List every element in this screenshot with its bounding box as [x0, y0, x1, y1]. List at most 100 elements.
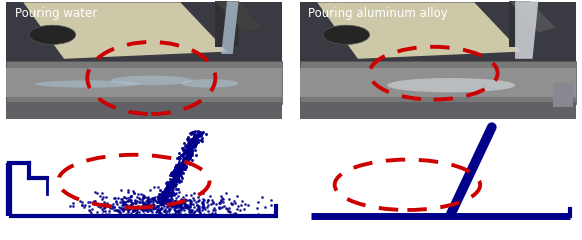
Point	[188, 137, 197, 141]
Point	[167, 188, 176, 192]
Point	[168, 173, 178, 177]
Point	[184, 150, 193, 154]
Point	[172, 175, 182, 179]
Point	[167, 205, 176, 209]
Point	[165, 190, 174, 194]
Point	[112, 208, 122, 212]
Point	[181, 204, 190, 208]
Point	[139, 206, 148, 210]
Point	[176, 153, 186, 156]
Point	[130, 208, 140, 212]
Point	[179, 163, 189, 167]
Point	[87, 207, 97, 210]
Point	[169, 183, 179, 187]
Point	[155, 208, 165, 211]
Point	[143, 196, 152, 200]
Point	[112, 200, 121, 204]
Point	[187, 131, 196, 134]
Point	[231, 201, 240, 204]
Point	[159, 189, 168, 192]
Point	[216, 198, 225, 202]
Point	[184, 142, 194, 146]
Point	[141, 202, 151, 206]
Point	[181, 148, 190, 152]
Point	[143, 202, 152, 206]
Point	[125, 207, 134, 211]
Point	[129, 191, 139, 195]
Point	[180, 160, 189, 164]
Point	[253, 212, 262, 216]
Point	[197, 201, 207, 204]
Point	[180, 212, 189, 216]
Point	[183, 147, 193, 151]
Point	[208, 211, 217, 215]
Point	[127, 201, 136, 205]
Point	[174, 166, 183, 170]
Point	[118, 203, 127, 207]
Point	[157, 202, 166, 205]
Point	[186, 203, 196, 206]
Point	[178, 163, 187, 167]
Point	[159, 214, 168, 218]
Point	[99, 209, 108, 213]
Point	[185, 214, 194, 218]
Point	[205, 194, 215, 198]
Point	[176, 202, 186, 206]
Point	[153, 204, 162, 208]
Point	[156, 197, 165, 201]
Point	[144, 201, 153, 205]
Point	[198, 200, 208, 204]
Point	[154, 209, 164, 213]
Point	[120, 202, 129, 206]
Point	[98, 202, 107, 206]
Point	[137, 207, 146, 211]
Point	[158, 193, 168, 197]
Point	[190, 135, 200, 139]
Point	[215, 206, 225, 210]
Point	[179, 146, 188, 150]
Point	[182, 161, 191, 165]
Point	[173, 168, 182, 171]
Point	[184, 152, 193, 156]
Point	[174, 155, 183, 159]
Point	[189, 205, 198, 209]
Point	[178, 171, 187, 174]
Point	[174, 174, 183, 178]
Point	[187, 148, 196, 152]
Point	[187, 208, 197, 211]
Point	[164, 190, 173, 194]
Point	[99, 205, 108, 209]
Point	[173, 209, 183, 212]
Point	[173, 203, 182, 207]
Point	[134, 200, 143, 204]
Point	[157, 193, 166, 197]
Point	[152, 199, 161, 203]
Point	[202, 214, 211, 218]
Point	[145, 200, 154, 204]
Point	[166, 182, 175, 186]
Point	[160, 187, 169, 191]
Point	[144, 197, 154, 200]
Point	[192, 208, 201, 212]
Point	[161, 193, 170, 197]
Point	[98, 207, 107, 211]
Point	[155, 203, 164, 206]
Point	[176, 204, 186, 208]
Point	[171, 170, 180, 174]
Point	[170, 168, 179, 172]
Point	[185, 202, 194, 206]
Point	[173, 171, 183, 174]
Point	[166, 191, 175, 195]
Point	[216, 199, 225, 203]
Point	[163, 187, 172, 191]
Point	[181, 160, 190, 164]
Point	[175, 157, 184, 161]
Point	[159, 204, 169, 208]
Point	[163, 192, 172, 196]
Point	[159, 209, 169, 213]
Point	[144, 205, 153, 209]
Point	[187, 200, 196, 204]
Point	[117, 214, 126, 218]
Point	[134, 192, 143, 196]
Point	[162, 192, 172, 196]
